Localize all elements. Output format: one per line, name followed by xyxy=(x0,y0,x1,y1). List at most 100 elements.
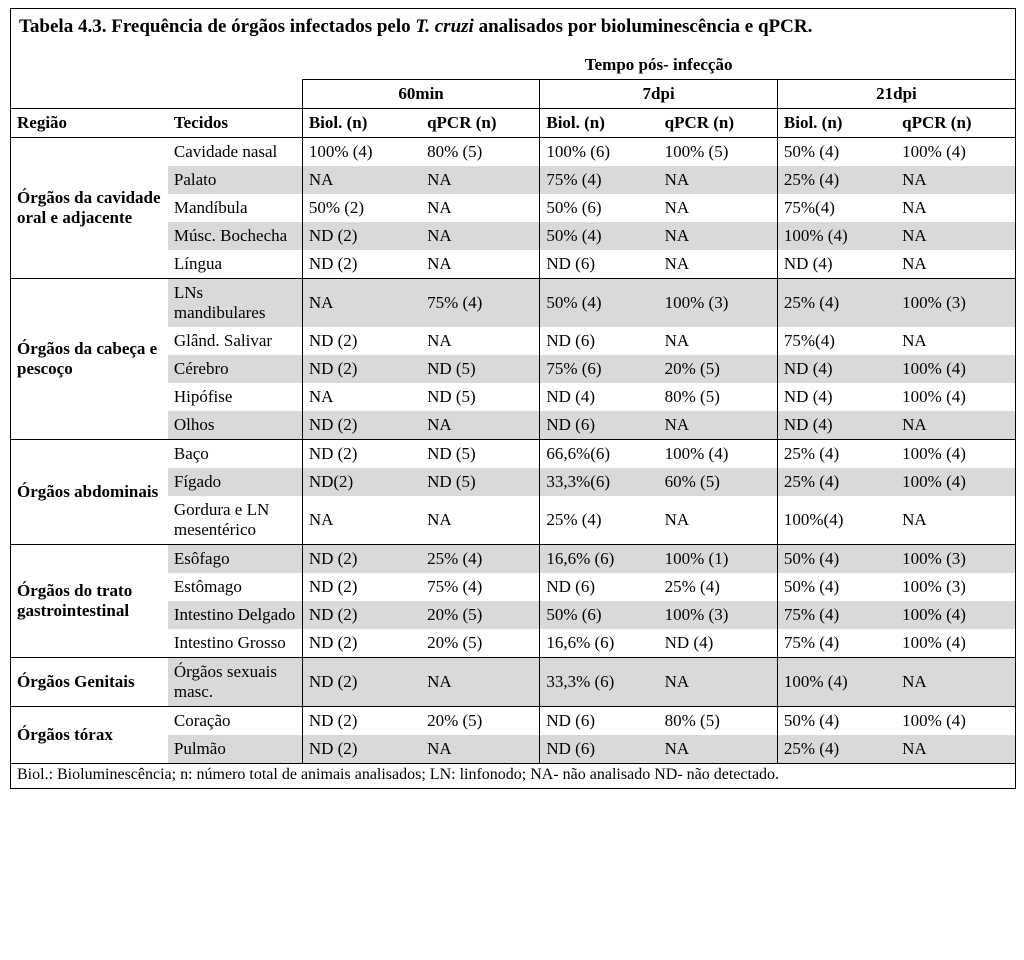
value-cell: NA xyxy=(896,250,1015,279)
value-cell: NA xyxy=(302,278,421,327)
value-cell: 75% (6) xyxy=(540,355,659,383)
value-cell: ND (2) xyxy=(302,544,421,573)
tissue-cell: Língua xyxy=(168,250,302,279)
value-cell: ND (4) xyxy=(777,383,896,411)
value-cell: ND (4) xyxy=(777,355,896,383)
value-cell: 20% (5) xyxy=(421,629,540,658)
value-cell: 100% (4) xyxy=(777,657,896,706)
value-cell: 25% (4) xyxy=(777,278,896,327)
value-cell: ND (5) xyxy=(421,383,540,411)
region-cell: Órgãos da cavidade oral e adjacente xyxy=(11,137,168,278)
value-cell: 50% (4) xyxy=(777,544,896,573)
value-cell: 100% (4) xyxy=(777,222,896,250)
value-cell: 50% (2) xyxy=(302,194,421,222)
value-cell: NA xyxy=(659,250,778,279)
value-cell: 20% (5) xyxy=(421,706,540,735)
value-cell: 60% (5) xyxy=(659,468,778,496)
tissue-cell: Órgãos sexuais masc. xyxy=(168,657,302,706)
value-cell: NA xyxy=(421,496,540,545)
value-cell: 100% (4) xyxy=(896,383,1015,411)
data-table: Tempo pós- infecção 60min 7dpi 21dpi Reg… xyxy=(11,45,1015,763)
value-cell: 50% (4) xyxy=(777,137,896,166)
value-cell: 100% (4) xyxy=(896,439,1015,468)
value-cell: NA xyxy=(302,496,421,545)
value-cell: NA xyxy=(659,411,778,440)
colhead-regiao: Região xyxy=(11,108,168,137)
super-header-cell: Tempo pós- infecção xyxy=(302,45,1015,80)
value-cell: 33,3%(6) xyxy=(540,468,659,496)
region-cell: Órgãos Genitais xyxy=(11,657,168,706)
value-cell: 100% (4) xyxy=(896,601,1015,629)
table-container: Tabela 4.3. Frequência de órgãos infecta… xyxy=(10,8,1016,789)
table-title: Tabela 4.3. Frequência de órgãos infecta… xyxy=(19,16,812,37)
value-cell: 100% (4) xyxy=(896,468,1015,496)
colhead-biol-3: Biol. (n) xyxy=(777,108,896,137)
value-cell: 50% (6) xyxy=(540,601,659,629)
value-cell: NA xyxy=(421,222,540,250)
value-cell: NA xyxy=(896,222,1015,250)
tissue-cell: Fígado xyxy=(168,468,302,496)
tissue-cell: Músc. Bochecha xyxy=(168,222,302,250)
value-cell: ND (2) xyxy=(302,439,421,468)
value-cell: ND (6) xyxy=(540,250,659,279)
tissue-cell: Estômago xyxy=(168,573,302,601)
value-cell: 100% (1) xyxy=(659,544,778,573)
value-cell: ND (2) xyxy=(302,411,421,440)
value-cell: NA xyxy=(896,327,1015,355)
value-cell: NA xyxy=(896,166,1015,194)
value-cell: NA xyxy=(302,383,421,411)
value-cell: ND (6) xyxy=(540,735,659,763)
time-header-21dpi: 21dpi xyxy=(777,79,1015,108)
value-cell: NA xyxy=(659,657,778,706)
value-cell: ND (6) xyxy=(540,411,659,440)
value-cell: ND (2) xyxy=(302,601,421,629)
value-cell: NA xyxy=(421,657,540,706)
tissue-cell: Mandíbula xyxy=(168,194,302,222)
value-cell: NA xyxy=(896,194,1015,222)
value-cell: 75% (4) xyxy=(777,601,896,629)
region-cell: Órgãos tórax xyxy=(11,706,168,763)
tissue-cell: Baço xyxy=(168,439,302,468)
value-cell: ND (4) xyxy=(659,629,778,658)
title-suffix: analisados por bioluminescência e qPCR. xyxy=(474,16,813,37)
value-cell: 100% (4) xyxy=(659,439,778,468)
value-cell: NA xyxy=(302,166,421,194)
value-cell: ND (2) xyxy=(302,355,421,383)
value-cell: 25% (4) xyxy=(777,468,896,496)
value-cell: 75% (4) xyxy=(540,166,659,194)
value-cell: ND (5) xyxy=(421,468,540,496)
value-cell: 25% (4) xyxy=(659,573,778,601)
value-cell: ND (2) xyxy=(302,657,421,706)
value-cell: NA xyxy=(421,735,540,763)
colhead-biol-1: Biol. (n) xyxy=(302,108,421,137)
value-cell: NA xyxy=(896,735,1015,763)
value-cell: 80% (5) xyxy=(659,706,778,735)
value-cell: 100% (3) xyxy=(659,601,778,629)
value-cell: NA xyxy=(896,411,1015,440)
tissue-cell: Intestino Delgado xyxy=(168,601,302,629)
value-cell: NA xyxy=(659,222,778,250)
value-cell: 50% (4) xyxy=(540,278,659,327)
value-cell: 50% (6) xyxy=(540,194,659,222)
value-cell: 75% (4) xyxy=(421,278,540,327)
value-cell: 75%(4) xyxy=(777,194,896,222)
value-cell: 20% (5) xyxy=(421,601,540,629)
value-cell: 100%(4) xyxy=(777,496,896,545)
tissue-cell: Glând. Salivar xyxy=(168,327,302,355)
value-cell: NA xyxy=(896,496,1015,545)
colhead-qpcr-2: qPCR (n) xyxy=(659,108,778,137)
table-row: Órgãos da cabeça e pescoçoLNs mandibular… xyxy=(11,278,1015,327)
colhead-tecidos: Tecidos xyxy=(168,108,302,137)
value-cell: NA xyxy=(421,411,540,440)
value-cell: NA xyxy=(421,327,540,355)
colhead-qpcr-1: qPCR (n) xyxy=(421,108,540,137)
value-cell: 50% (4) xyxy=(777,706,896,735)
value-cell: ND (4) xyxy=(777,411,896,440)
tissue-cell: Hipófise xyxy=(168,383,302,411)
table-row: Órgãos do trato gastrointestinalEsôfagoN… xyxy=(11,544,1015,573)
value-cell: ND (5) xyxy=(421,355,540,383)
value-cell: 80% (5) xyxy=(421,137,540,166)
value-cell: 100% (3) xyxy=(659,278,778,327)
value-cell: NA xyxy=(896,657,1015,706)
colhead-qpcr-3: qPCR (n) xyxy=(896,108,1015,137)
